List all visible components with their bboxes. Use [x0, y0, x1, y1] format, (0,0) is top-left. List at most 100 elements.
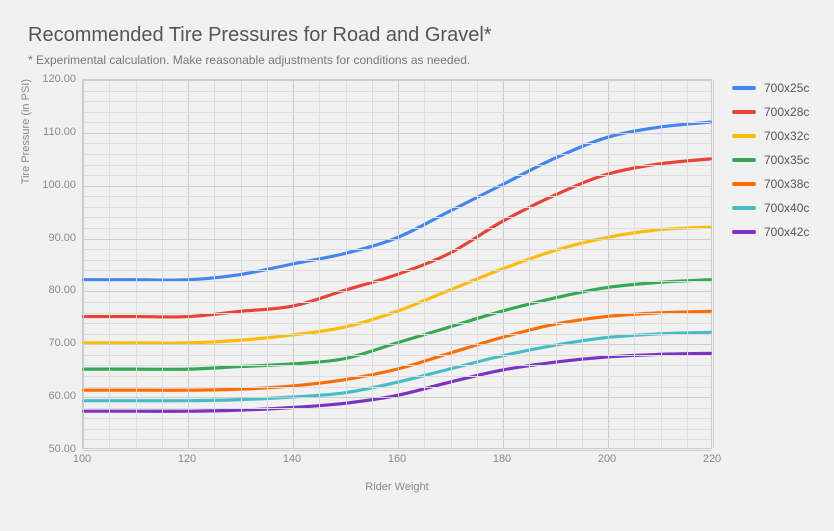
- gridline-h-minor: [83, 334, 711, 335]
- chart-container: Recommended Tire Pressures for Road and …: [0, 0, 834, 531]
- gridline-v-minor: [136, 80, 137, 448]
- legend-label: 700x38c: [764, 177, 809, 191]
- gridline-h-major: [83, 133, 711, 134]
- gridline-v-minor: [162, 80, 163, 448]
- x-tick-label: 200: [598, 453, 616, 465]
- gridline-v-minor: [424, 80, 425, 448]
- legend-item[interactable]: 700x25c: [732, 81, 809, 95]
- legend-label: 700x40c: [764, 201, 809, 215]
- legend-swatch: [732, 86, 756, 90]
- gridline-h-minor: [83, 101, 711, 102]
- legend-swatch: [732, 206, 756, 210]
- gridline-v-major: [713, 80, 714, 448]
- x-tick-label: 220: [703, 453, 721, 465]
- x-tick-label: 140: [283, 453, 301, 465]
- gridline-v-minor: [477, 80, 478, 448]
- legend: 700x25c 700x28c 700x32c 700x35c 700x38c 700x4…: [732, 81, 809, 249]
- gridline-v-minor: [582, 80, 583, 448]
- legend-label: 700x42c: [764, 225, 809, 239]
- gridline-h-minor: [83, 408, 711, 409]
- gridline-h-minor: [83, 122, 711, 123]
- gridline-v-minor: [346, 80, 347, 448]
- y-tick-label: 80.00: [48, 284, 76, 296]
- gridline-h-minor: [83, 91, 711, 92]
- gridline-h-minor: [83, 112, 711, 113]
- gridline-v-minor: [556, 80, 557, 448]
- gridline-h-minor: [83, 302, 711, 303]
- gridline-v-major: [503, 80, 504, 448]
- y-tick-label: 110.00: [43, 126, 76, 138]
- gridline-v-minor: [529, 80, 530, 448]
- gridline-h-major: [83, 397, 711, 398]
- plot-area: [82, 79, 712, 449]
- gridline-v-minor: [214, 80, 215, 448]
- legend-label: 700x35c: [764, 153, 809, 167]
- gridline-v-major: [398, 80, 399, 448]
- series-line-700x25c: [84, 122, 711, 280]
- legend-swatch: [732, 134, 756, 138]
- chart-body: Tire Pressure (in PSI) 50.0060.0070.0080…: [20, 79, 814, 493]
- gridline-h-minor: [83, 439, 711, 440]
- y-tick-label: 60.00: [48, 390, 76, 402]
- chart-title: Recommended Tire Pressures for Road and …: [28, 24, 814, 47]
- gridline-v-minor: [372, 80, 373, 448]
- legend-item[interactable]: 700x32c: [732, 129, 809, 143]
- gridline-v-minor: [687, 80, 688, 448]
- x-tick-label: 120: [178, 453, 196, 465]
- y-tick-label: 70.00: [48, 337, 76, 349]
- gridline-h-major: [83, 80, 711, 81]
- gridline-h-minor: [83, 418, 711, 419]
- legend-item[interactable]: 700x38c: [732, 177, 809, 191]
- chart-subtitle: * Experimental calculation. Make reasona…: [28, 53, 814, 67]
- legend-item[interactable]: 700x40c: [732, 201, 809, 215]
- gridline-v-major: [83, 80, 84, 448]
- gridline-h-major: [83, 239, 711, 240]
- gridline-v-major: [188, 80, 189, 448]
- gridline-h-minor: [83, 143, 711, 144]
- gridline-h-minor: [83, 154, 711, 155]
- gridline-h-minor: [83, 323, 711, 324]
- gridline-h-minor: [83, 387, 711, 388]
- gridline-h-minor: [83, 175, 711, 176]
- gridline-h-minor: [83, 207, 711, 208]
- gridline-h-major: [83, 186, 711, 187]
- gridline-h-minor: [83, 313, 711, 314]
- gridline-h-minor: [83, 376, 711, 377]
- x-tick-label: 160: [388, 453, 406, 465]
- y-tick-labels: 50.0060.0070.0080.0090.00100.00110.00120…: [38, 79, 82, 449]
- gridline-h-minor: [83, 429, 711, 430]
- y-tick-label: 90.00: [48, 232, 76, 244]
- legend-label: 700x32c: [764, 129, 809, 143]
- gridline-v-minor: [634, 80, 635, 448]
- legend-label: 700x25c: [764, 81, 809, 95]
- gridline-h-minor: [83, 270, 711, 271]
- gridline-v-minor: [109, 80, 110, 448]
- legend-item[interactable]: 700x35c: [732, 153, 809, 167]
- gridline-h-minor: [83, 217, 711, 218]
- plot-box: 100120140160180200220 Rider Weight: [82, 79, 712, 493]
- gridline-v-minor: [319, 80, 320, 448]
- gridline-h-minor: [83, 165, 711, 166]
- gridline-v-major: [293, 80, 294, 448]
- gridline-h-minor: [83, 249, 711, 250]
- gridline-v-minor: [267, 80, 268, 448]
- y-tick-label: 100.00: [42, 179, 76, 191]
- x-tick-label: 180: [493, 453, 511, 465]
- legend-label: 700x28c: [764, 105, 809, 119]
- gridline-v-minor: [661, 80, 662, 448]
- y-tick-label: 120.00: [42, 73, 76, 85]
- legend-swatch: [732, 182, 756, 186]
- gridline-h-minor: [83, 260, 711, 261]
- legend-swatch: [732, 110, 756, 114]
- legend-item[interactable]: 700x28c: [732, 105, 809, 119]
- x-axis-label: Rider Weight: [82, 481, 712, 493]
- legend-swatch: [732, 230, 756, 234]
- gridline-h-minor: [83, 355, 711, 356]
- legend-item[interactable]: 700x42c: [732, 225, 809, 239]
- gridline-h-minor: [83, 196, 711, 197]
- gridline-h-major: [83, 450, 711, 451]
- gridline-v-minor: [241, 80, 242, 448]
- y-axis-label: Tire Pressure (in PSI): [20, 79, 38, 324]
- gridline-v-minor: [451, 80, 452, 448]
- gridline-h-minor: [83, 281, 711, 282]
